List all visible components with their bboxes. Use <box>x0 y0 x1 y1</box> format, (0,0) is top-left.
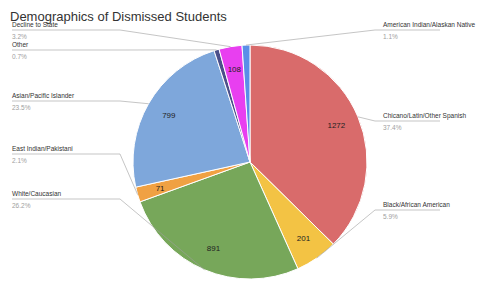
svg-text:American Indian/Alaskan Native: American Indian/Alaskan Native <box>383 21 472 28</box>
svg-text:East Indian/Pakistani: East Indian/Pakistani <box>12 145 73 152</box>
svg-text:Chicano/Latin/Other Spanish: Chicano/Latin/Other Spanish <box>383 112 466 120</box>
svg-text:Black/African American: Black/African American <box>383 201 450 208</box>
svg-text:3.2%: 3.2% <box>12 33 27 40</box>
svg-text:1272: 1272 <box>327 121 345 130</box>
svg-text:0.7%: 0.7% <box>12 53 27 60</box>
svg-text:108: 108 <box>228 65 242 74</box>
svg-text:5.9%: 5.9% <box>383 213 398 220</box>
svg-text:23.5%: 23.5% <box>12 104 31 111</box>
svg-text:2.1%: 2.1% <box>12 157 27 164</box>
svg-text:26.2%: 26.2% <box>12 202 31 209</box>
svg-text:71: 71 <box>156 184 165 193</box>
svg-text:891: 891 <box>207 244 221 253</box>
svg-text:White/Caucasian: White/Caucasian <box>12 190 62 197</box>
svg-text:Other: Other <box>12 41 29 48</box>
svg-text:201: 201 <box>297 234 311 243</box>
svg-text:Asian/Pacific Islander: Asian/Pacific Islander <box>12 92 75 99</box>
svg-text:37.4%: 37.4% <box>383 124 402 131</box>
svg-text:799: 799 <box>162 111 176 120</box>
svg-text:1.1%: 1.1% <box>383 33 398 40</box>
svg-text:Decline to State: Decline to State <box>12 21 58 28</box>
